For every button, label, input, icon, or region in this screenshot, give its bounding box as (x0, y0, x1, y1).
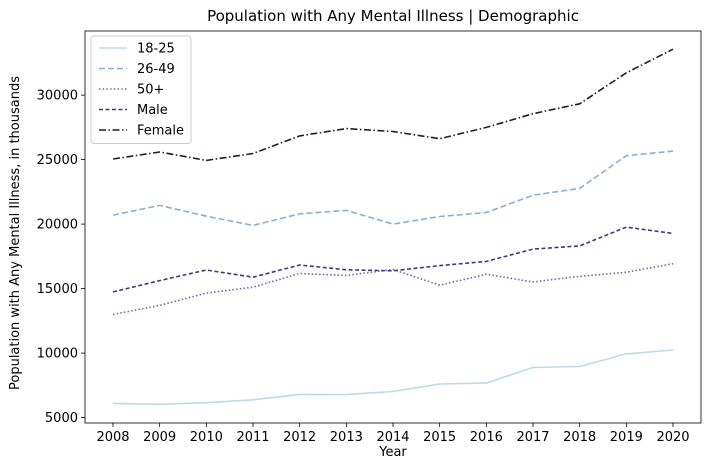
x-tick-label: 2017 (516, 430, 549, 445)
legend: 18-25 26-49 50+ Male Female (90, 35, 192, 144)
y-tick-label: 25000 (37, 153, 78, 168)
x-axis: 2008 2009 2010 2011 2012 2013 2014 2015 2016 2017… (96, 423, 690, 445)
legend-box (90, 35, 192, 144)
y-axis: 5000 10000 15000 20000 25000 30000 (37, 89, 85, 426)
y-axis-label: Population with Any Mental Illness, in t… (8, 76, 23, 390)
x-axis-label: Year (378, 445, 407, 460)
y-tick-label: 15000 (37, 282, 78, 297)
x-tick-label: 2016 (470, 430, 503, 445)
series-line-female (112, 48, 674, 162)
x-tick-label: 2011 (236, 430, 269, 445)
series-line-male (112, 226, 674, 293)
x-tick-label: 2012 (283, 430, 316, 445)
x-tick-label: 2009 (143, 430, 176, 445)
chart-title: Population with Any Mental Illness | Dem… (207, 7, 579, 25)
plot-area (112, 48, 674, 406)
x-tick-label: 2019 (610, 430, 643, 445)
x-tick-label: 2020 (656, 430, 689, 445)
y-tick-label: 10000 (37, 347, 78, 362)
series-line-26-49 (112, 150, 674, 227)
y-tick-label: 20000 (37, 218, 78, 233)
x-tick-label: 2010 (190, 430, 223, 445)
x-tick-label: 2008 (96, 430, 129, 445)
x-tick-label: 2018 (563, 430, 596, 445)
series-line-50plus (112, 262, 674, 316)
legend-label: Female (137, 124, 184, 139)
series-line-18-25 (112, 349, 674, 406)
x-tick-label: 2015 (423, 430, 456, 445)
x-tick-label: 2013 (330, 430, 363, 445)
legend-label: 18-25 (137, 42, 175, 57)
legend-label: 26-49 (137, 62, 175, 77)
y-tick-label: 30000 (37, 89, 78, 104)
y-tick-label: 5000 (45, 411, 78, 426)
legend-label: Male (137, 103, 168, 118)
legend-label: 50+ (137, 83, 164, 98)
x-tick-label: 2014 (376, 430, 409, 445)
